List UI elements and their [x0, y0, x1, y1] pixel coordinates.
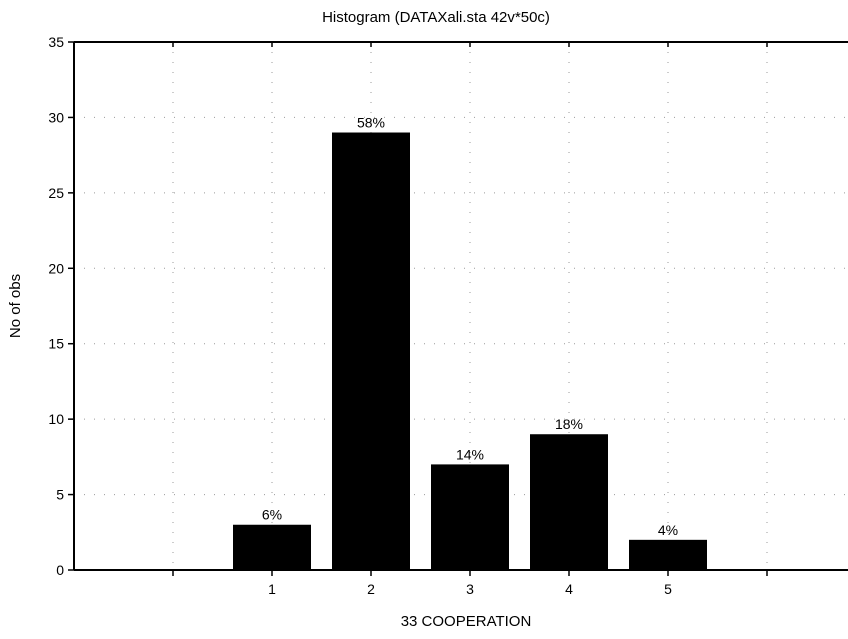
bar-label: 14% — [456, 446, 484, 462]
y-tick-label: 10 — [48, 411, 64, 427]
y-tick-label: 15 — [48, 336, 64, 352]
bar-labels: 6% 58% 14% 18% 4% — [262, 115, 678, 538]
x-axis-label: 33 COOPERATION — [401, 613, 532, 630]
x-axis-ticks: 1 2 3 4 5 — [172, 42, 768, 597]
bar-1 — [233, 524, 311, 570]
y-tick-label: 30 — [48, 109, 64, 125]
y-axis-label: No of obs — [7, 274, 24, 338]
plot-frame — [73, 41, 848, 571]
x-tick-label: 3 — [466, 581, 474, 597]
bar-3 — [431, 464, 509, 570]
bar-2 — [332, 132, 410, 570]
bar-4 — [530, 434, 608, 570]
chart-title: Histogram (DATAXali.sta 42v*50c) — [322, 9, 550, 26]
y-tick-label: 25 — [48, 185, 64, 201]
y-tick-label: 35 — [48, 34, 64, 50]
bar-label: 18% — [555, 416, 583, 432]
y-tick-label: 0 — [56, 562, 64, 578]
bars — [233, 132, 707, 570]
y-tick-label: 5 — [56, 487, 64, 503]
bar-label: 4% — [658, 522, 678, 538]
bar-label: 58% — [357, 115, 385, 131]
y-axis-ticks: 0 5 10 15 20 25 30 35 — [48, 34, 74, 578]
y-tick-label: 20 — [48, 260, 64, 276]
x-tick-label: 4 — [565, 581, 573, 597]
x-tick-label: 5 — [664, 581, 672, 597]
x-tick-label: 1 — [268, 581, 276, 597]
x-tick-label: 2 — [367, 581, 375, 597]
bar-5 — [629, 539, 707, 570]
bar-label: 6% — [262, 507, 282, 523]
